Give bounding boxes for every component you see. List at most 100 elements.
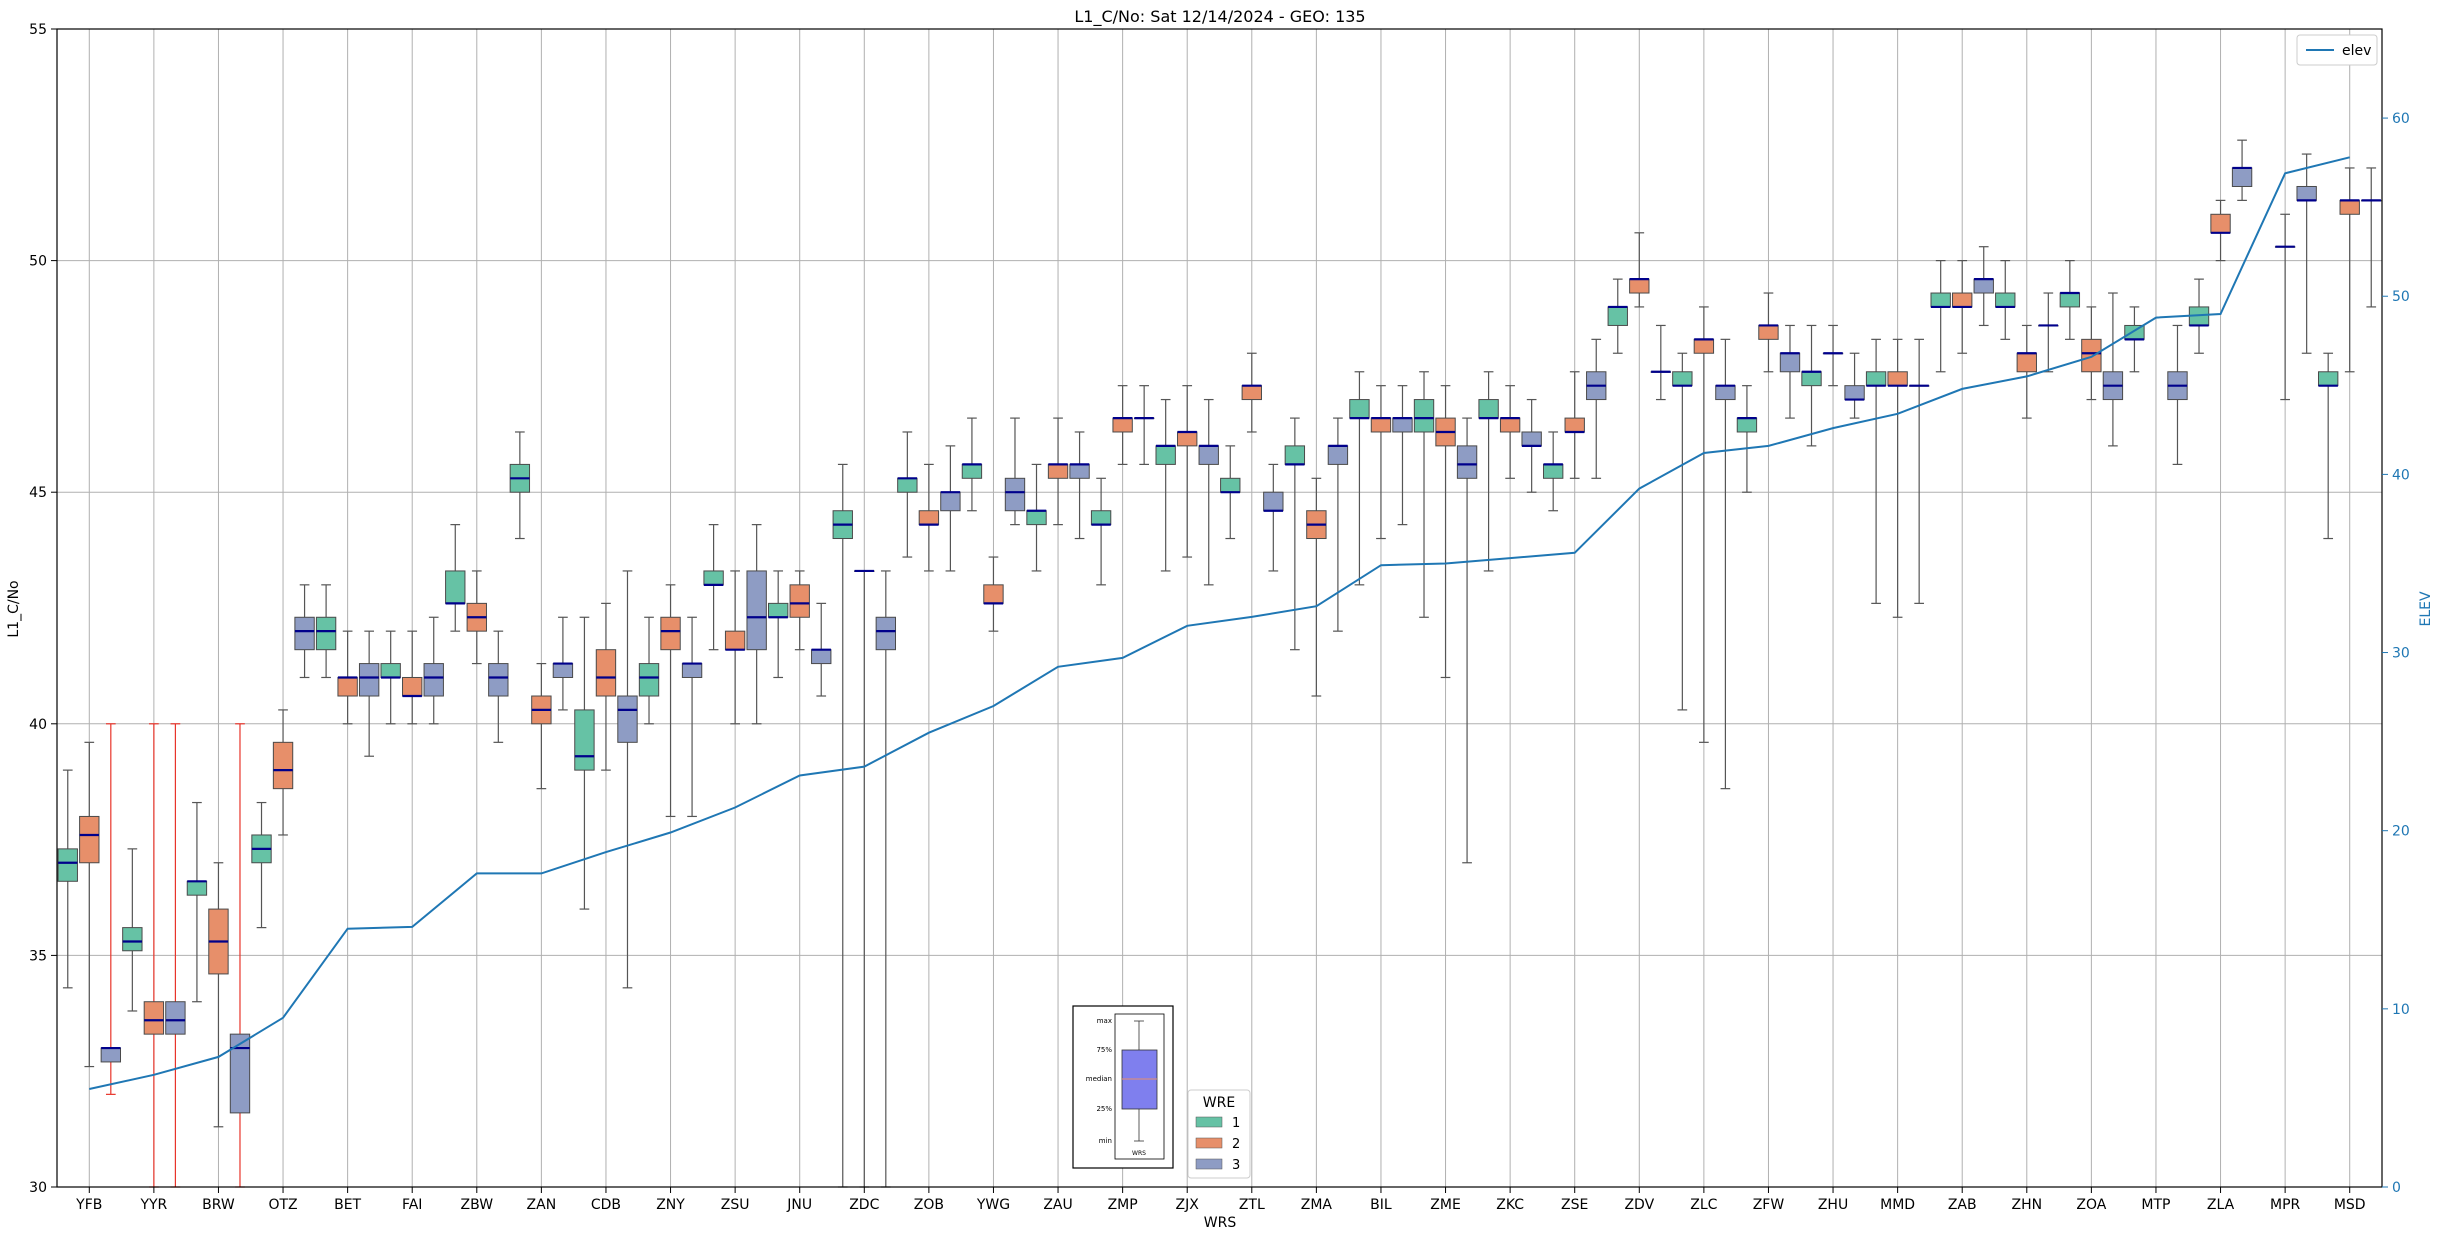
iqr-box (122, 927, 143, 952)
box-mpr-wre2 (2274, 213, 2296, 401)
iqr-box (1198, 445, 1219, 465)
box-zmp-wre1 (1090, 477, 1112, 586)
x-tick-label-mtp: MTP (2141, 1197, 2170, 1213)
iqr-box (445, 570, 466, 604)
x-tick-label-bet: BET (334, 1197, 361, 1213)
box-zau-wre2 (1047, 417, 1069, 526)
box-zhn-wre2 (2016, 324, 2037, 419)
iqr-box (1392, 417, 1413, 433)
iqr-box (1349, 399, 1370, 419)
inset-label-q1: 25% (1096, 1105, 1112, 1113)
x-tick-label-zny: ZNY (656, 1197, 685, 1213)
iqr-box (1693, 338, 1715, 354)
iqr-box (1542, 463, 1564, 479)
iqr-box (423, 663, 444, 697)
iqr-box (961, 463, 983, 479)
iqr-box (918, 510, 940, 526)
y-tick-label: 50 (29, 254, 47, 270)
box-yyr-wre2 (143, 723, 165, 1188)
inset-plot-frame (1114, 1013, 1165, 1160)
box-cdb-wre3 (617, 570, 638, 989)
y-tick-label: 55 (29, 22, 47, 38)
iqr-box (1629, 278, 1650, 294)
iqr-box (2317, 371, 2339, 387)
box-zoa-wre3 (2102, 292, 2124, 447)
x-tick-label-msd: MSD (2334, 1197, 2366, 1213)
box-otz-wre3 (294, 584, 315, 679)
box-zjx-wre1 (1155, 398, 1176, 572)
x-tick-label-zma: ZMA (1301, 1197, 1333, 1213)
box-zlc-wre2 (1693, 306, 1715, 743)
iqr-box (2081, 338, 2102, 373)
iqr-box (1478, 399, 1499, 419)
box-zmp-wre3 (1133, 385, 1155, 466)
box-zhu-wre2 (1822, 324, 1844, 387)
box-zdc-wre3 (875, 570, 897, 1188)
iqr-box (617, 695, 638, 743)
iqr-box (983, 584, 1004, 604)
box-zkc-wre3 (1521, 398, 1542, 493)
box-zme-wre3 (1456, 417, 1478, 864)
box-zbw-wre2 (466, 570, 487, 665)
x-tick-label-zse: ZSE (1561, 1197, 1588, 1213)
iqr-box (1370, 417, 1392, 433)
iqr-box (595, 649, 617, 697)
box-zme-wre2 (1435, 385, 1456, 679)
iqr-box (1327, 445, 1349, 465)
inset-label-median: median (1086, 1075, 1112, 1083)
x-tick-label-zme: ZME (1430, 1197, 1461, 1213)
box-zbw-wre1 (445, 524, 466, 632)
box-fai-wre2 (402, 630, 423, 725)
elev-legend-label: elev (2342, 43, 2371, 59)
x-tick-label-zau: ZAU (1043, 1197, 1072, 1213)
x-tick-label-zbw: ZBW (461, 1197, 494, 1213)
x-tick-label-zob: ZOB (914, 1197, 944, 1213)
box-yyr-wre1 (122, 848, 143, 1012)
y-tick-label: 30 (29, 1180, 47, 1196)
y2-tick-label: 50 (2392, 289, 2410, 305)
iqr-box (746, 570, 767, 651)
box-mpr-wre3 (2296, 153, 2317, 354)
x-tick-label-zoa: ZOA (2076, 1197, 2106, 1213)
iqr-box (358, 663, 380, 697)
box-bet-wre2 (337, 630, 358, 725)
box-yfb-wre2 (79, 741, 100, 1068)
box-msd-wre3 (2361, 167, 2382, 308)
box-zmp-wre2 (1112, 385, 1133, 466)
x-tick-label-zfw: ZFW (1753, 1197, 1785, 1213)
wre-legend-label-3: 3 (1232, 1158, 1240, 1173)
plot-frame (56, 28, 2383, 1188)
iqr-box (1241, 385, 1262, 401)
iqr-box (186, 880, 208, 896)
box-jnu-wre1 (767, 570, 789, 679)
box-fai-wre3 (423, 616, 444, 725)
x-tick-label-zan: ZAN (527, 1197, 557, 1213)
box-zan-wre2 (531, 662, 552, 790)
y-tick-label: 40 (29, 717, 47, 733)
iqr-box (811, 649, 832, 665)
x-tick-label-zab: ZAB (1948, 1197, 1977, 1213)
iqr-box (681, 663, 703, 678)
y-tick-label: 35 (29, 948, 47, 964)
iqr-box (1026, 510, 1047, 526)
box-zfw-wre2 (1758, 292, 1779, 373)
iqr-box (574, 709, 595, 771)
box-zdc-wre1 (832, 463, 853, 1188)
box-msd-wre2 (2339, 167, 2360, 373)
iqr-box (1973, 278, 1994, 294)
iqr-box (789, 584, 810, 618)
x-tick-label-zsu: ZSU (721, 1197, 750, 1213)
iqr-box (1155, 445, 1176, 465)
elev-legend-frame (2296, 34, 2378, 66)
box-bil-wre2 (1370, 385, 1392, 540)
iqr-box (1263, 491, 1284, 512)
box-zan-wre3 (552, 616, 574, 711)
box-mmd-wre1 (1865, 338, 1887, 604)
box-zsu-wre1 (703, 524, 724, 651)
wre-legend-swatch-3 (1195, 1158, 1223, 1170)
box-zse-wre1 (1542, 431, 1564, 512)
iqr-box (897, 477, 918, 493)
x-tick-label-yfb: YFB (75, 1197, 102, 1213)
elev-series-line (89, 156, 2350, 1090)
iqr-box (1995, 292, 2016, 308)
